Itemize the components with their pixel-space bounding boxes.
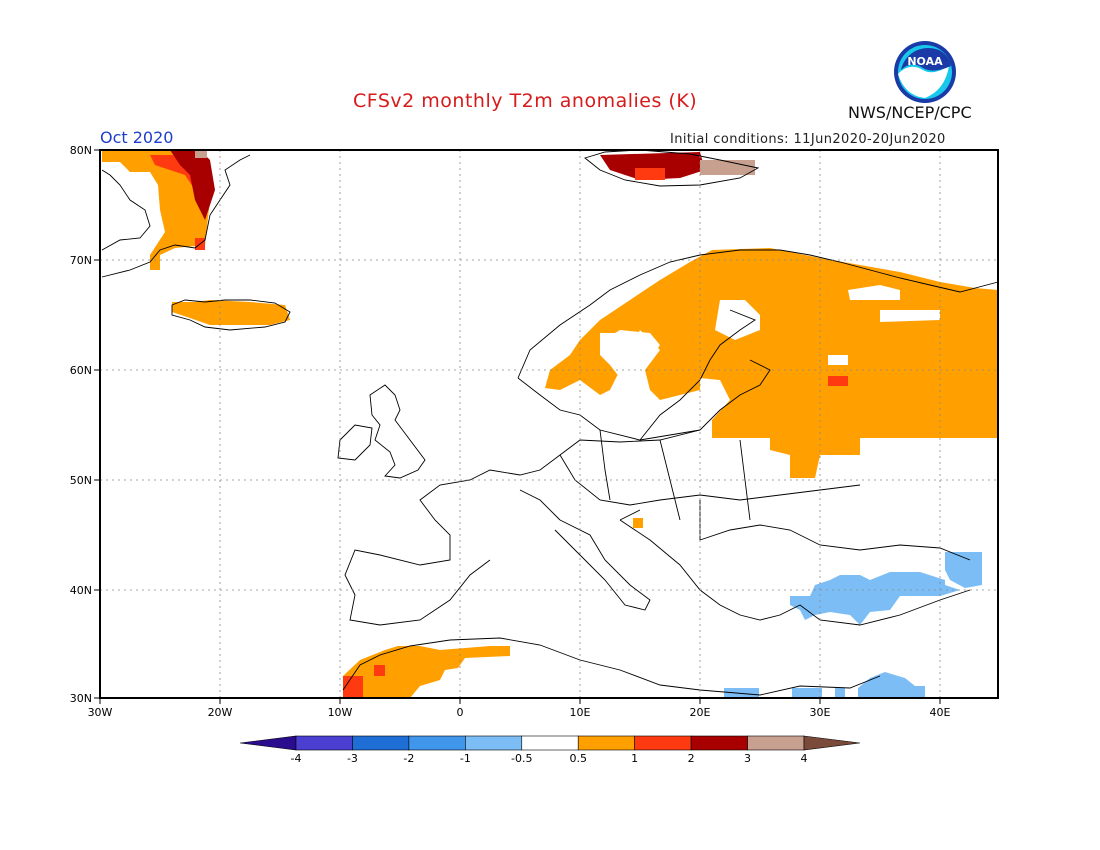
colorbar-swatch [690, 735, 748, 751]
anomaly-shading-hot [150, 150, 848, 698]
agency-label: NWS/NCEP/CPC [848, 103, 972, 122]
colorbar-label: 3 [744, 752, 751, 765]
anomaly-shading-warm [102, 150, 998, 698]
lon-tick-label: 30W [88, 706, 113, 719]
colorbar-label: 2 [688, 752, 695, 765]
colorbar-swatch [352, 735, 410, 751]
lon-tick-label: 40E [930, 706, 951, 719]
lat-tick-label: 40N [70, 584, 92, 597]
lon-tick-label: 0 [457, 706, 464, 719]
colorbar-arrow-low [239, 735, 297, 751]
colorbar-swatch [408, 735, 466, 751]
colorbar-label: 0.5 [569, 752, 587, 765]
colorbar-swatch [465, 735, 523, 751]
anomaly-shading-neutral [600, 285, 940, 378]
lon-tick-label: 30E [810, 706, 831, 719]
lon-labels: 30W 20W 10W 0 10E 20E 30E 40E [88, 706, 951, 719]
colorbar-label: 4 [801, 752, 808, 765]
anomaly-shading-cool [724, 552, 982, 698]
lon-tick-label: 20E [690, 706, 711, 719]
colorbar-label: -3 [347, 752, 358, 765]
noaa-logo-icon: NOAA [894, 41, 956, 103]
logo-text: NOAA [907, 55, 943, 68]
colorbar-arrow-high [803, 735, 861, 751]
colorbar-label: -2 [403, 752, 414, 765]
lat-tick-label: 80N [70, 144, 92, 157]
graticule [100, 150, 998, 698]
lat-tick-label: 30N [70, 692, 92, 705]
lat-labels: 80N 70N 60N 50N 40N 30N [70, 144, 92, 705]
lon-tick-label: 10W [328, 706, 353, 719]
lat-tick-label: 50N [70, 474, 92, 487]
map-frame [99, 149, 999, 699]
forecast-month: Oct 2020 [100, 128, 174, 147]
lat-tick-label: 60N [70, 364, 92, 377]
colorbar: -4 -3 -2 -1 -0.5 0.5 1 2 3 4 [239, 735, 861, 765]
lon-tick-label: 10E [570, 706, 591, 719]
colorbar-swatch [634, 735, 692, 751]
colorbar-label: -1 [460, 752, 471, 765]
colorbar-swatch [747, 735, 805, 751]
initial-conditions: Initial conditions: 11Jun2020-20Jun2020 [670, 132, 946, 147]
colorbar-label: -4 [291, 752, 302, 765]
lon-tick-label: 20W [208, 706, 233, 719]
colorbar-swatch [521, 735, 579, 751]
colorbar-swatch [577, 735, 635, 751]
colorbar-swatch [295, 735, 353, 751]
map-title: CFSv2 monthly T2m anomalies (K) [353, 90, 698, 112]
colorbar-label: 1 [631, 752, 638, 765]
lat-tick-label: 70N [70, 254, 92, 267]
colorbar-label: -0.5 [511, 752, 532, 765]
